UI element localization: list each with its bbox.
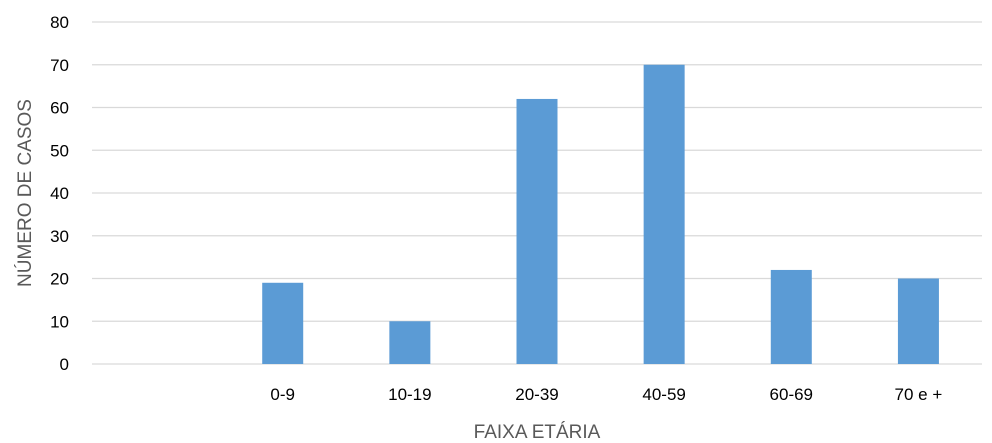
x-axis-ticks: 0-9 10-19 20-39 40-59 60-69 70 e + (270, 385, 942, 404)
bar (262, 282, 304, 364)
bar (516, 98, 558, 364)
x-tick-label: 20-39 (515, 385, 558, 404)
y-tick-label: 60 (50, 99, 69, 118)
y-axis-ticks: 0 10 20 30 40 50 60 70 80 (50, 13, 69, 374)
y-tick-label: 80 (50, 13, 69, 32)
x-tick-label: 0-9 (270, 385, 295, 404)
y-tick-label: 30 (50, 227, 69, 246)
x-tick-label: 70 e + (895, 385, 943, 404)
x-axis-title: FAIXA ETÁRIA (474, 422, 601, 443)
bar (897, 278, 939, 364)
x-tick-label: 10-19 (388, 385, 431, 404)
bar (770, 269, 812, 364)
bar (643, 64, 685, 364)
y-axis-title: NÚMERO DE CASOS (14, 99, 36, 287)
y-tick-label: 50 (50, 141, 69, 160)
x-tick-label: 40-59 (642, 385, 685, 404)
bar (389, 321, 431, 364)
x-tick-label: 60-69 (770, 385, 813, 404)
y-tick-label: 10 (50, 312, 69, 331)
y-tick-label: 0 (60, 355, 69, 374)
y-tick-label: 40 (50, 184, 69, 203)
y-tick-label: 70 (50, 56, 69, 75)
y-tick-label: 20 (50, 270, 69, 289)
bars (262, 64, 939, 364)
